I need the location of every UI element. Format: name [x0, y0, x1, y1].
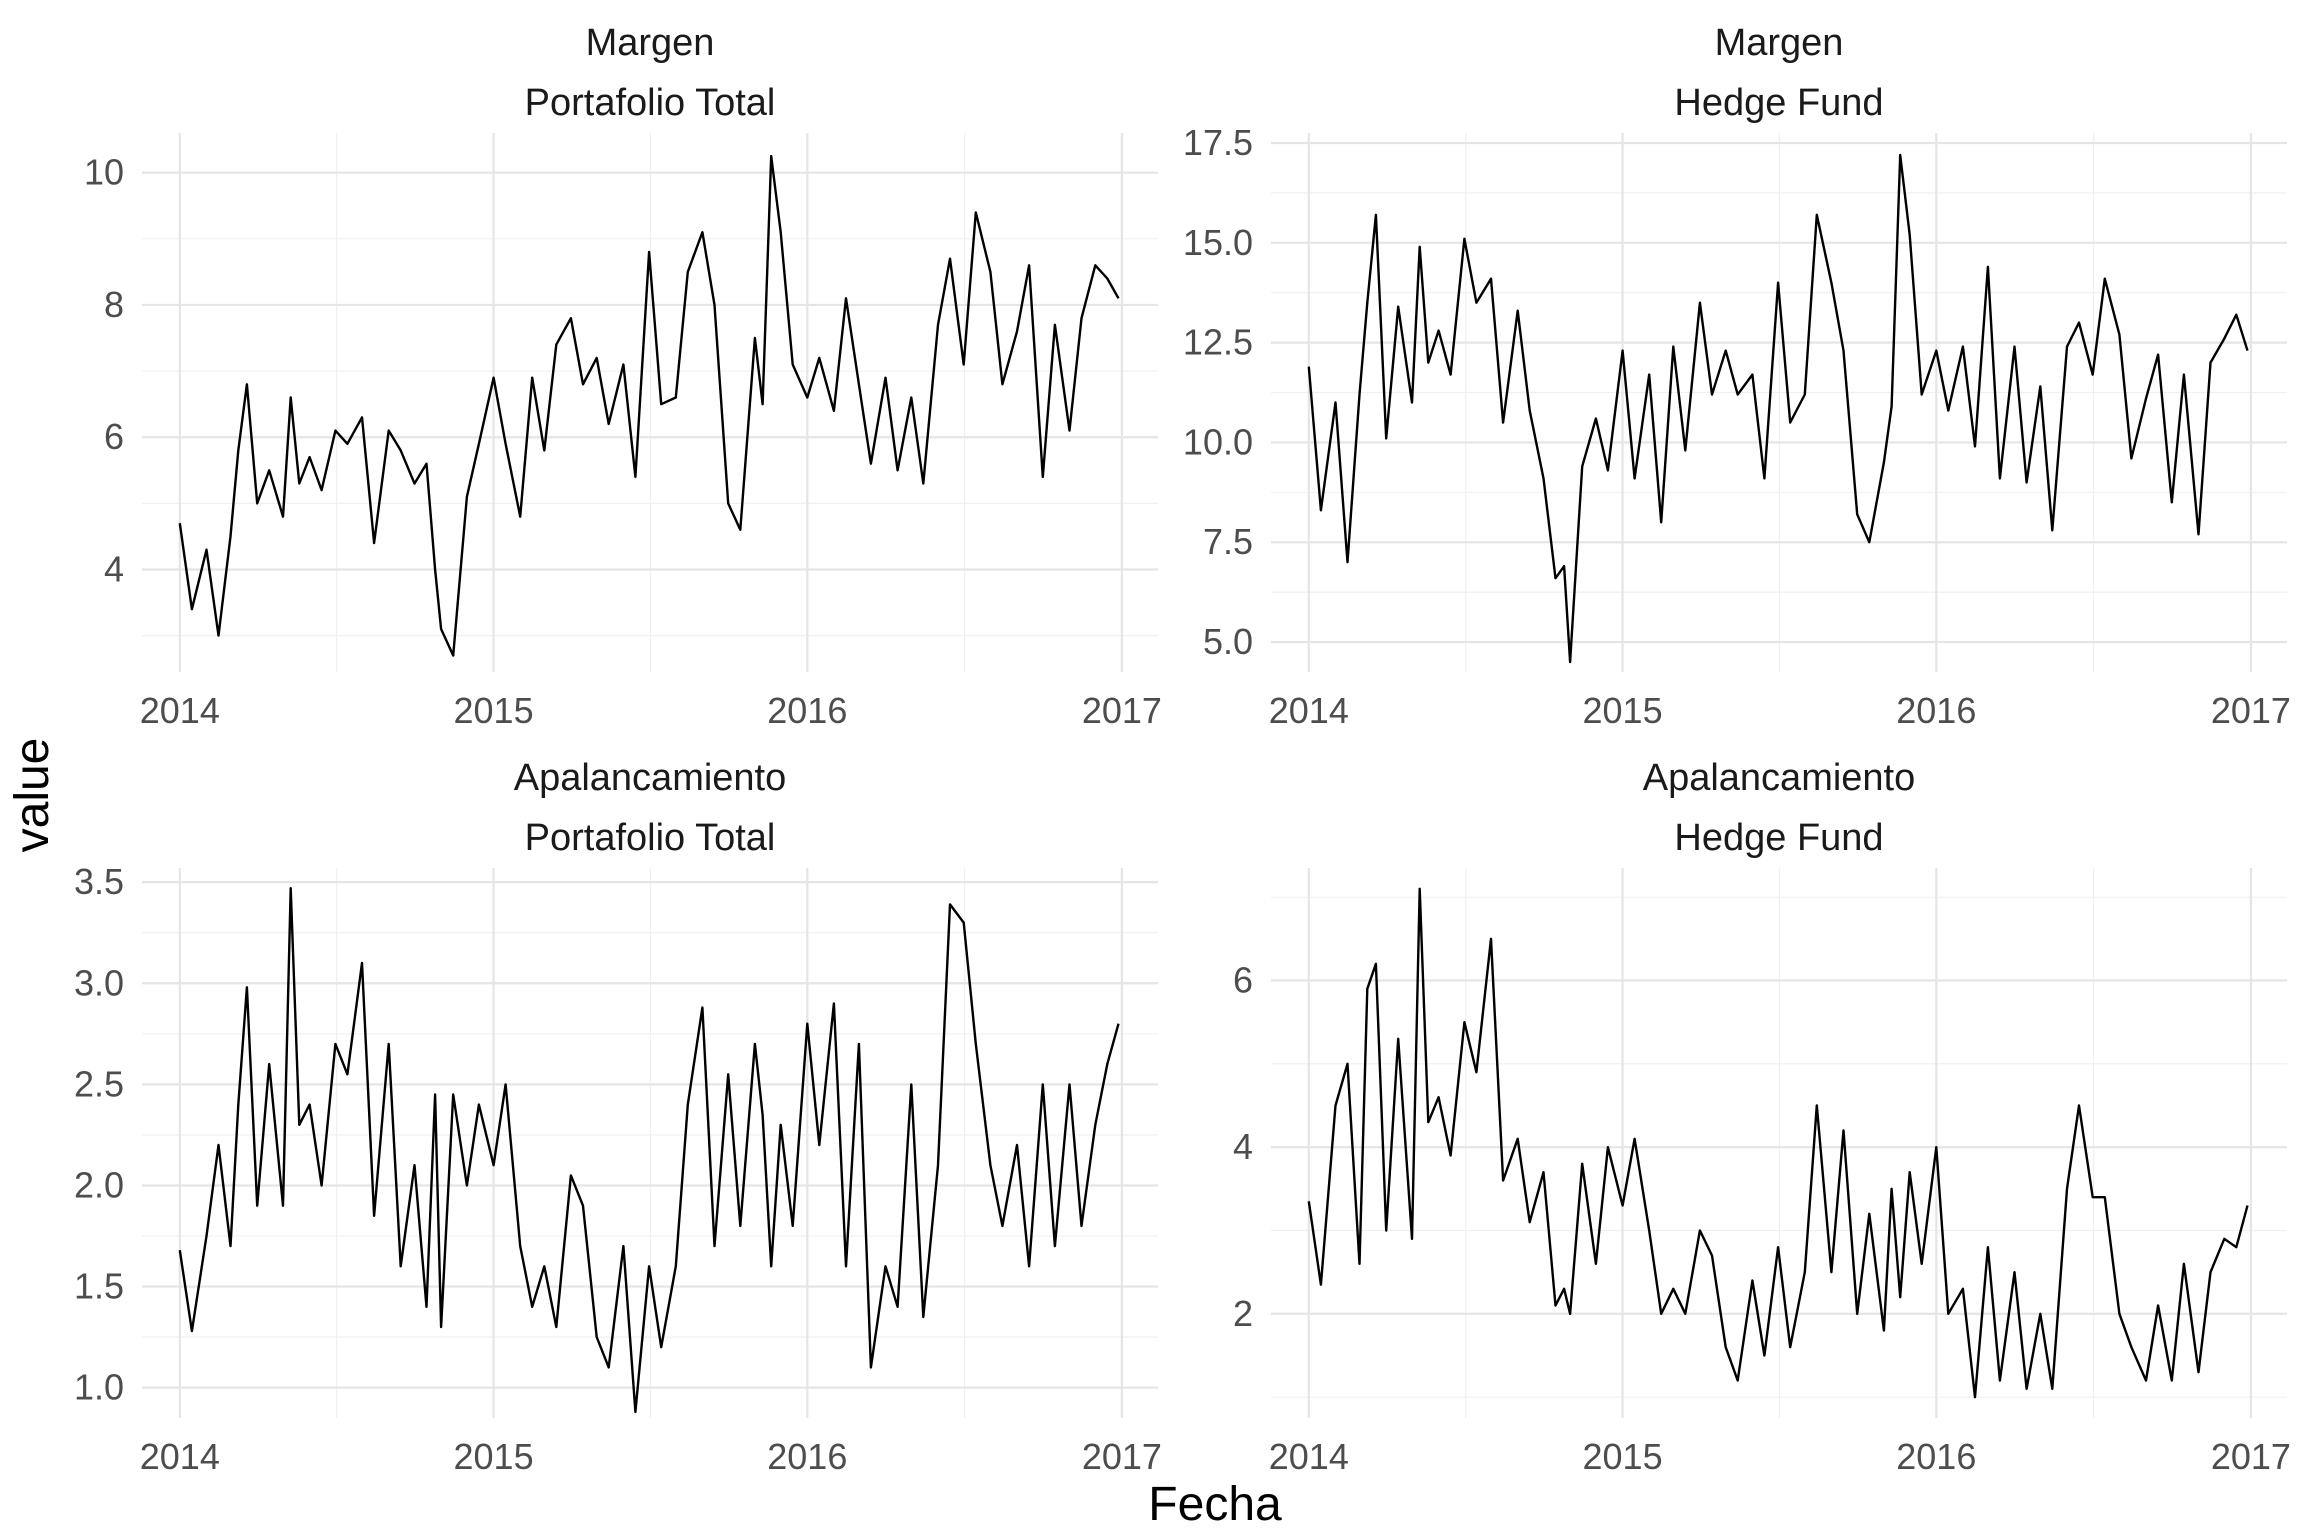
y-tick-label: 2.0 [74, 1164, 124, 1205]
y-tick-label: 5.0 [1203, 621, 1253, 662]
x-tick-label: 2016 [1896, 690, 1976, 731]
y-tick-label: 3.0 [74, 962, 124, 1003]
y-tick-label: 7.5 [1203, 521, 1253, 562]
series-line-1 [1307, 887, 2249, 1399]
x-tick-label: 2015 [1583, 690, 1663, 731]
x-tick-label: 2017 [1082, 690, 1162, 731]
y-tick-label: 4 [104, 548, 124, 589]
facet-panel-3: 2014 2015 2016 2017 1.0 1.5 2.0 2.5 3.0 3.5 Apalan… [74, 757, 1162, 1477]
facet-panel-2: 2014 2015 2016 2017 5.0 7.5 10.0 12.5 15.0 17.5 Ma… [1183, 22, 2291, 731]
y-tick-label: 10.0 [1183, 421, 1253, 462]
x-tick-label: 2017 [1082, 1436, 1162, 1477]
x-tick-label: 2014 [1269, 1436, 1349, 1477]
x-axis-title: Fecha [1148, 1478, 1282, 1531]
y-tick-label: 4 [1233, 1126, 1253, 1167]
facet-panel-1: 2014 2015 2016 2017 4 6 8 10 Margen Portafolio To… [84, 22, 1162, 731]
y-tick-label: 1.5 [74, 1266, 124, 1307]
y-tick-label: 2.5 [74, 1063, 124, 1104]
panel-strip-portfolio: Hedge Fund [1674, 817, 1883, 859]
y-tick-label: 12.5 [1183, 322, 1253, 363]
y-tick-label: 6 [1233, 960, 1253, 1001]
x-tick-label: 2015 [1583, 1436, 1663, 1477]
x-tick-label: 2015 [454, 1436, 534, 1477]
x-tick-label: 2014 [140, 1436, 220, 1477]
panel-strip-portfolio: Portafolio Total [525, 817, 776, 859]
x-tick-label: 2017 [2211, 690, 2291, 731]
panel-strip-variable: Margen [586, 22, 715, 64]
y-tick-label: 17.5 [1183, 122, 1253, 163]
panel-strip-variable: Apalancamiento [514, 757, 787, 799]
x-tick-label: 2017 [2211, 1436, 2291, 1477]
x-tick-label: 2016 [1896, 1436, 1976, 1477]
x-tick-label: 2014 [140, 690, 220, 731]
y-tick-label: 8 [104, 284, 124, 325]
y-axis-title: value [6, 738, 59, 853]
facet-panel-4: 2014 2015 2016 2017 2 4 6 Apalancamiento Hedge F… [1233, 757, 2291, 1477]
y-tick-label: 15.0 [1183, 222, 1253, 263]
panel-strip-portfolio: Hedge Fund [1674, 82, 1883, 124]
x-tick-label: 2015 [454, 690, 534, 731]
panel-strip-variable: Apalancamiento [1643, 757, 1916, 799]
x-tick-label: 2014 [1269, 690, 1349, 731]
series-line-1 [178, 154, 1120, 657]
y-tick-label: 3.5 [74, 861, 124, 902]
y-tick-label: 1.0 [74, 1367, 124, 1408]
y-tick-label: 6 [104, 416, 124, 457]
y-tick-label: 10 [84, 152, 124, 193]
x-tick-label: 2016 [767, 690, 847, 731]
x-tick-label: 2016 [767, 1436, 847, 1477]
panel-strip-portfolio: Portafolio Total [525, 82, 776, 124]
y-tick-label: 2 [1233, 1293, 1253, 1334]
series-line-1 [1307, 153, 2249, 664]
panel-strip-variable: Margen [1715, 22, 1844, 64]
series-line-1 [178, 887, 1120, 1414]
panels-layer: 2014 2015 2016 2017 4 6 8 10 Margen Portafolio To… [74, 22, 2291, 1477]
